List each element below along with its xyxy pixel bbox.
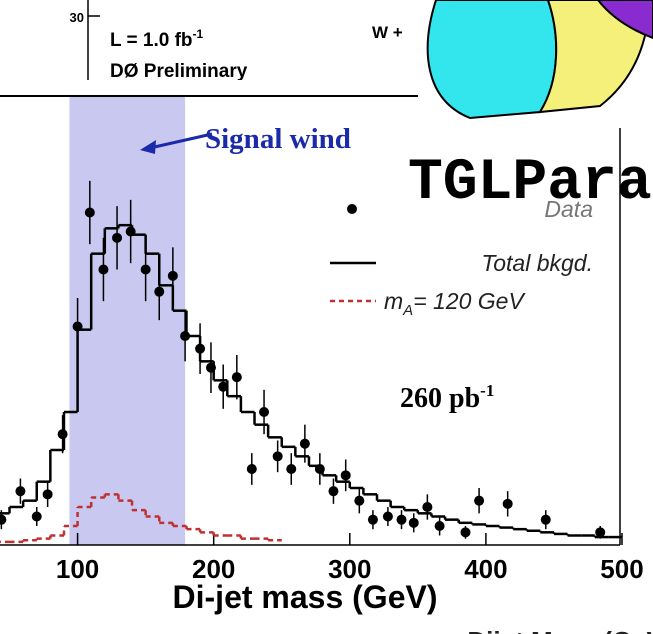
data-point bbox=[299, 438, 310, 449]
data-point bbox=[42, 489, 53, 500]
legend-marker bbox=[347, 204, 357, 214]
data-point bbox=[474, 495, 485, 506]
data-point bbox=[140, 264, 151, 275]
x-axis-title: Di-jet mass (GeV) bbox=[173, 579, 438, 615]
data-point bbox=[540, 514, 551, 525]
data-point bbox=[328, 486, 339, 497]
data-point bbox=[434, 521, 445, 531]
surface-cyan bbox=[426, 0, 558, 120]
inset-lumi-text: L = 1.0 fb bbox=[110, 30, 193, 51]
inset-panel bbox=[0, 0, 430, 95]
legend-label: mA= 120 GeV bbox=[384, 288, 526, 319]
signal-arrowhead bbox=[140, 140, 156, 154]
luminosity-text: 260 pb bbox=[400, 383, 480, 414]
data-point bbox=[57, 429, 68, 440]
signal-arrow bbox=[149, 132, 213, 150]
data-point bbox=[354, 495, 365, 506]
data-point bbox=[98, 264, 109, 275]
luminosity-sup: -1 bbox=[480, 381, 494, 400]
inset-experiment: DØ Preliminary bbox=[110, 61, 248, 82]
data-point bbox=[422, 502, 433, 512]
data-point bbox=[112, 232, 123, 243]
x-tick-label: 400 bbox=[464, 554, 507, 584]
inset-channel: W + bbox=[372, 23, 403, 42]
inset-mask bbox=[0, 80, 430, 95]
data-point bbox=[15, 486, 26, 497]
data-point bbox=[396, 514, 407, 525]
data-point bbox=[84, 207, 95, 218]
data-point bbox=[246, 464, 257, 474]
inset-lumi: L = 1.0 fb-1 bbox=[110, 27, 204, 51]
legend-label-rest: = 120 GeV bbox=[413, 288, 526, 314]
inset-tick-label: 30 bbox=[70, 10, 84, 25]
overlay-label: TGLPara bbox=[408, 151, 652, 216]
x-tick-label: 500 bbox=[600, 554, 643, 584]
data-point bbox=[218, 381, 229, 392]
data-point bbox=[272, 451, 283, 462]
legend-label: Total bkgd. bbox=[481, 250, 593, 276]
data-point bbox=[0, 514, 7, 525]
data-point bbox=[340, 470, 351, 481]
data-point bbox=[154, 286, 165, 297]
data-point bbox=[31, 511, 42, 522]
signal-window-label: Signal wind bbox=[205, 123, 351, 155]
data-point bbox=[382, 511, 393, 522]
footer-label: Dijet Mass (GeV) bbox=[467, 626, 653, 634]
legend-label-main: m bbox=[384, 288, 403, 314]
inset-lumi-sup: -1 bbox=[193, 27, 204, 41]
data-point bbox=[460, 527, 471, 538]
x-tick-label: 100 bbox=[56, 554, 99, 584]
data-point bbox=[286, 464, 297, 474]
plot-area: Signal wind 100 200 300 400 500 Di-jet mass (G… bbox=[0, 96, 644, 615]
legend-label-sub: A bbox=[402, 302, 413, 319]
legend-label: Data bbox=[544, 196, 593, 222]
data-point bbox=[259, 407, 270, 417]
data-point bbox=[502, 498, 513, 509]
data-point bbox=[595, 527, 606, 538]
luminosity-label: 260 pb-1 bbox=[400, 381, 494, 414]
data-point bbox=[367, 514, 378, 525]
x-tick-label: 200 bbox=[192, 554, 235, 584]
signal-window bbox=[69, 96, 186, 545]
data-point bbox=[167, 270, 178, 281]
data-point bbox=[231, 372, 242, 383]
x-tick-label: 300 bbox=[328, 554, 371, 584]
data-point bbox=[408, 517, 419, 528]
